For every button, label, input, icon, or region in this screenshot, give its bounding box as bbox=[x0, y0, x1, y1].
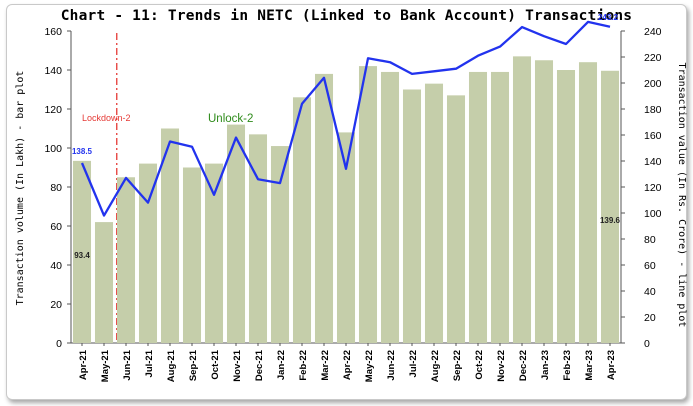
bar bbox=[358, 66, 378, 343]
bar-label-last: 139.6 bbox=[600, 216, 621, 225]
bar bbox=[314, 73, 334, 344]
bar bbox=[424, 83, 444, 344]
bar bbox=[182, 167, 202, 343]
y-right-tick-label: 140 bbox=[644, 156, 662, 168]
y-left-tick-label: 140 bbox=[44, 65, 62, 77]
value-line-series bbox=[80, 20, 611, 217]
x-tick-label: Oct-21 bbox=[210, 349, 221, 379]
y-left-tick-label: 60 bbox=[50, 221, 62, 233]
bar bbox=[446, 95, 466, 343]
y-left-tick-label: 120 bbox=[44, 104, 62, 116]
axes-layer: 0 20 40 60 80 100 120 140 160 0 20 40 60 80 100 120 140 1… bbox=[44, 26, 661, 382]
y-axis-left-label: Transaction volume (In Lakh) - bar plot bbox=[15, 71, 26, 306]
x-tick-label: May-21 bbox=[100, 349, 111, 382]
line-layer bbox=[80, 20, 611, 217]
x-tick-label: Nov-21 bbox=[232, 349, 243, 381]
bar bbox=[512, 56, 532, 343]
y-left-tick-label: 100 bbox=[44, 143, 62, 155]
bar bbox=[556, 70, 576, 343]
x-tick-label: Oct-22 bbox=[474, 350, 485, 380]
bar bbox=[138, 163, 158, 343]
y-axis-right-label: Transaction value (In Rs. Crore) - line … bbox=[676, 63, 687, 328]
bar bbox=[116, 177, 136, 343]
y-right-tick-label: 180 bbox=[644, 104, 662, 116]
labels-layer: 93.4 139.6 138.5 243.2 Lockdown-2 Unlock-2 bbox=[72, 13, 621, 260]
y-left-tick-label: 20 bbox=[50, 299, 62, 311]
x-tick-label: Apr-21 bbox=[78, 349, 89, 380]
x-tick-label: Jun-22 bbox=[386, 350, 397, 381]
bar bbox=[248, 134, 268, 343]
bar bbox=[600, 70, 620, 343]
chart-title: Chart - 11: Trends in NETC (Linked to Ba… bbox=[60, 8, 633, 24]
x-tick-label: Jan-23 bbox=[540, 350, 551, 380]
y-left-tick-label: 80 bbox=[50, 182, 62, 194]
x-tick-label: Jan-22 bbox=[276, 350, 287, 380]
y-right-tick-label: 220 bbox=[644, 52, 662, 64]
x-tick-label: Dec-22 bbox=[518, 350, 529, 381]
bar bbox=[490, 71, 510, 343]
bar bbox=[94, 222, 114, 343]
x-tick-label: Nov-22 bbox=[496, 350, 507, 382]
x-tick-label: Sep-21 bbox=[188, 349, 199, 381]
y-left-tick-label: 0 bbox=[56, 338, 62, 350]
x-tick-label: Sep-22 bbox=[452, 350, 463, 381]
y-right-tick-label: 240 bbox=[644, 26, 662, 38]
y-left-tick-label: 160 bbox=[44, 26, 62, 38]
y-right-tick-label: 100 bbox=[644, 208, 662, 220]
bar bbox=[336, 132, 356, 343]
bar bbox=[534, 60, 554, 343]
y-left-tick-label: 40 bbox=[50, 260, 62, 272]
y-right-tick-label: 20 bbox=[644, 312, 656, 324]
line-label-last: 243.2 bbox=[598, 13, 619, 22]
bar-label-first: 93.4 bbox=[74, 251, 90, 260]
x-tick-label: Feb-22 bbox=[298, 350, 309, 381]
x-tick-label: Dec-21 bbox=[254, 349, 265, 381]
unlock-annotation: Unlock-2 bbox=[208, 113, 253, 125]
x-tick-label: Jul-21 bbox=[144, 349, 155, 377]
y-right-tick-label: 40 bbox=[644, 286, 656, 298]
y-right-tick-label: 200 bbox=[644, 78, 662, 90]
x-tick-label: Jun-21 bbox=[122, 349, 133, 380]
x-tick-label: Aug-22 bbox=[430, 350, 441, 382]
y-right-tick-label: 160 bbox=[644, 130, 662, 142]
line-label-first: 138.5 bbox=[72, 147, 93, 156]
x-tick-label: Mar-23 bbox=[584, 350, 595, 381]
bar bbox=[578, 62, 598, 343]
bar bbox=[226, 124, 246, 343]
bar bbox=[160, 128, 180, 343]
bar bbox=[72, 160, 92, 343]
bar bbox=[380, 71, 400, 343]
y-right-tick-label: 80 bbox=[644, 234, 656, 246]
bar bbox=[270, 146, 290, 343]
bar bbox=[292, 97, 312, 343]
y-right-tick-label: 60 bbox=[644, 260, 656, 272]
x-tick-label: Aug-21 bbox=[166, 349, 177, 382]
x-tick-label: Apr-23 bbox=[606, 350, 617, 380]
bar bbox=[402, 89, 422, 343]
x-tick-label: Jul-22 bbox=[408, 350, 419, 377]
x-tick-label: Apr-22 bbox=[342, 350, 353, 380]
bars-layer bbox=[72, 56, 620, 344]
lockdown-annotation: Lockdown-2 bbox=[82, 113, 131, 123]
y-right-tick-label: 0 bbox=[644, 338, 650, 350]
y-right-tick-label: 120 bbox=[644, 182, 662, 194]
x-tick-label: May-22 bbox=[364, 350, 375, 382]
x-tick-label: Feb-23 bbox=[562, 350, 573, 381]
bar bbox=[468, 71, 488, 343]
bar bbox=[204, 163, 224, 343]
x-tick-label: Mar-22 bbox=[320, 350, 331, 381]
